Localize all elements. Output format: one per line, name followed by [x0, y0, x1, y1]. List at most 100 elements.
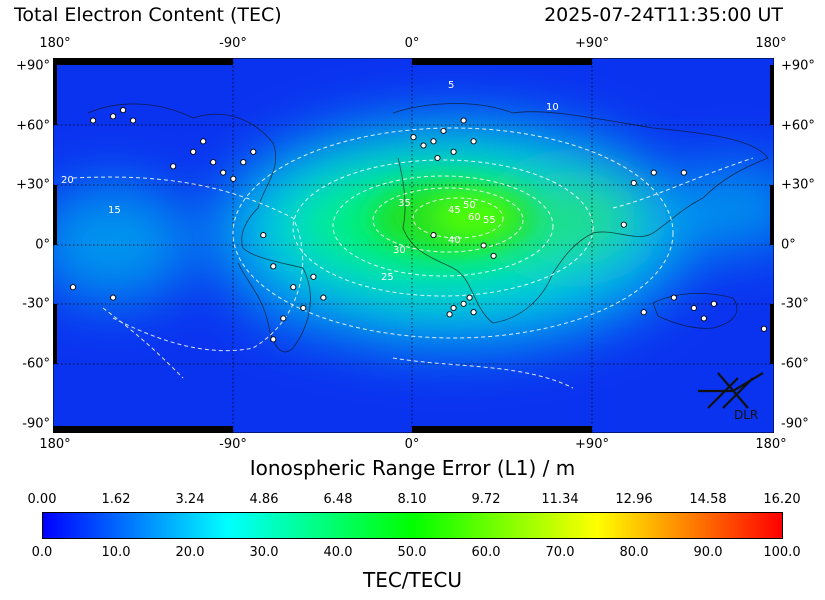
station-marker-10 [90, 117, 97, 124]
lon-tick-bottom-2: 0° [404, 437, 420, 452]
coastlines [87, 103, 769, 353]
tec-tick-8: 80.0 [619, 545, 649, 560]
station-marker-7 [230, 175, 237, 182]
lat-tick-right-3: 0° [781, 237, 796, 253]
lat-tick-left-2: +30° [16, 177, 50, 193]
lon-tick-top-3: +90° [575, 36, 609, 51]
contour-label-35: 35 [398, 198, 411, 209]
tec-tick-2: 20.0 [175, 545, 205, 560]
range-tick-6: 9.72 [471, 492, 501, 507]
station-marker-25 [410, 134, 417, 141]
station-marker-28 [450, 304, 457, 312]
station-marker-41 [700, 315, 707, 322]
station-marker-37 [650, 169, 657, 176]
station-marker-3 [190, 148, 197, 155]
station-marker-13 [270, 263, 277, 270]
colorbar-label: TEC/TECU [362, 568, 462, 592]
station-marker-46 [110, 294, 117, 301]
tec-tick-4: 40.0 [323, 545, 353, 560]
station-marker-30 [466, 294, 473, 301]
station-marker-43 [670, 294, 677, 301]
map-frame-bars [53, 58, 774, 433]
station-marker-47 [69, 284, 77, 291]
station-marker-9 [120, 107, 127, 114]
station-marker-4 [170, 163, 177, 170]
station-marker-12 [260, 232, 267, 239]
lon-tick-bottom-3: +90° [575, 437, 609, 452]
contour-label-55: 55 [483, 215, 496, 226]
station-marker-35 [490, 252, 497, 259]
lat-tick-left-0: +90° [16, 58, 50, 74]
station-marker-36 [630, 179, 637, 187]
lon-tick-top-0: 180° [39, 36, 71, 51]
contour-labels: 5 10 15 20 25 30 35 40 45 50 55 60 [61, 80, 559, 283]
station-marker-26 [470, 138, 477, 145]
station-marker-32 [470, 309, 477, 316]
graticule [53, 58, 774, 433]
tec-tick-7: 70.0 [545, 545, 575, 560]
station-marker-8 [110, 113, 117, 120]
station-marker-29 [460, 300, 467, 307]
lon-tick-bottom-0: 180° [39, 437, 71, 452]
lon-tick-top-4: 180° [755, 36, 787, 51]
station-marker-22 [450, 148, 457, 155]
station-marker-38 [680, 169, 687, 176]
station-marker-33 [430, 232, 437, 239]
chart-title: Total Electron Content (TEC) [14, 4, 282, 26]
tec-tick-10: 100.0 [763, 545, 801, 560]
station-marker-23 [420, 142, 427, 149]
lat-tick-right-4: -30° [781, 296, 809, 312]
contour-label-15: 15 [108, 205, 121, 216]
station-marker-15 [310, 273, 317, 280]
range-tick-10: 16.20 [763, 492, 801, 507]
range-tick-7: 11.34 [541, 492, 579, 507]
range-error-label: Ionospheric Range Error (L1) / m [249, 456, 576, 480]
lat-tick-left-3: 0° [35, 237, 50, 253]
station-marker-39 [620, 221, 627, 228]
range-tick-3: 4.86 [249, 492, 279, 507]
contour-label-10: 10 [546, 102, 559, 113]
station-marker-17 [270, 336, 277, 343]
contour-label-45: 45 [448, 205, 461, 216]
range-tick-9: 14.58 [689, 492, 727, 507]
station-marker-14 [290, 284, 297, 291]
lat-tick-right-1: +60° [781, 118, 815, 134]
lat-tick-right-6: -90° [781, 416, 809, 432]
station-markers [69, 107, 768, 343]
station-marker-45 [640, 309, 647, 316]
dlr-logo-text: DLR [734, 408, 758, 422]
station-marker-19 [320, 294, 327, 301]
lat-tick-left-6: -90° [22, 416, 50, 432]
contour-label-40: 40 [448, 235, 461, 246]
lat-tick-left-1: +60° [16, 118, 50, 134]
station-marker-11 [130, 117, 137, 124]
station-marker-34 [480, 242, 487, 249]
range-tick-5: 8.10 [397, 492, 427, 507]
range-tick-1: 1.62 [101, 492, 131, 507]
station-marker-5 [200, 138, 207, 145]
contour-label-50: 50 [463, 200, 476, 211]
range-tick-4: 6.48 [323, 492, 353, 507]
tec-tick-0: 0.0 [31, 545, 53, 560]
tec-tick-1: 10.0 [101, 545, 131, 560]
station-marker-1 [220, 169, 227, 176]
range-tick-0: 0.00 [27, 492, 57, 507]
tec-tick-6: 60.0 [471, 545, 501, 560]
station-marker-31 [446, 311, 453, 318]
station-marker-20 [430, 138, 437, 145]
station-marker-6 [250, 148, 257, 155]
contour-label-60: 60 [468, 212, 481, 223]
dlr-logo: DLR [698, 372, 764, 422]
range-tick-8: 12.96 [615, 492, 653, 507]
station-marker-24 [460, 117, 467, 124]
lon-tick-bottom-4: 180° [755, 437, 787, 452]
tec-contours [72, 127, 754, 389]
station-marker-44 [760, 325, 768, 332]
lat-tick-right-2: +30° [781, 177, 815, 193]
station-marker-18 [300, 304, 307, 312]
tec-tick-3: 30.0 [249, 545, 279, 560]
station-marker-42 [710, 300, 717, 307]
contour-label-25: 25 [381, 272, 394, 283]
lon-tick-bottom-1: -90° [219, 437, 247, 452]
tec-tick-5: 50.0 [397, 545, 427, 560]
